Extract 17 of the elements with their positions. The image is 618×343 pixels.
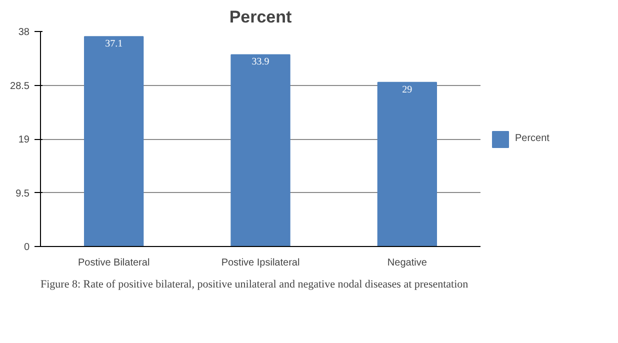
- data-label: 33.9: [252, 56, 270, 68]
- bar: [377, 82, 437, 246]
- legend-label: Percent: [515, 133, 550, 144]
- data-label: 37.1: [105, 38, 123, 50]
- y-tick-label: 9.5: [16, 188, 30, 200]
- x-tick-label: Negative: [387, 258, 428, 268]
- caption: Figure 8: Rate of positive bilateral, positive unilateral and negative nodal diseases at presentation: [40, 278, 469, 290]
- bar: [84, 36, 144, 246]
- data-label: 29: [402, 84, 412, 96]
- bar: [230, 54, 290, 246]
- x-tick-label: Postive Ipsilateral: [221, 258, 300, 268]
- y-tick-label: 38: [18, 27, 30, 38]
- y-tick-label: 19: [18, 134, 30, 146]
- y-tick-label: 28.5: [10, 80, 30, 92]
- x-tick-label: Postive Bilateral: [78, 258, 150, 268]
- chart-title: Percent: [229, 8, 292, 26]
- y-tick-label: 0: [24, 242, 30, 253]
